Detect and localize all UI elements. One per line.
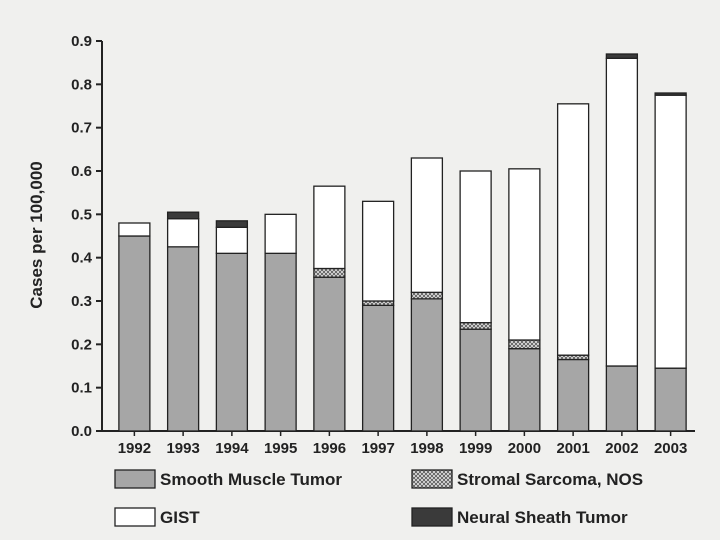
bar-neural-sheath-tumor-2003 [654, 92, 687, 96]
x-tick-label: 1993 [166, 440, 199, 457]
x-tick-label: 1995 [264, 440, 297, 457]
bar-stromal-sarcoma-nos-1996 [313, 267, 346, 278]
bar-neural-sheath-tumor-1994 [215, 220, 249, 228]
bar-smooth-muscle-tumor-1998 [410, 298, 444, 432]
legend-swatch-gist [114, 507, 156, 527]
y-tick-label: 0.4 [71, 250, 93, 267]
legend-label-neural-sheath-tumor: Neural Sheath Tumor [457, 508, 628, 527]
bar-stromal-sarcoma-nos-1999 [459, 322, 492, 330]
y-tick-label: 0.2 [71, 336, 92, 353]
x-tick-label: 2003 [654, 440, 687, 457]
x-tick-label: 1996 [313, 440, 346, 457]
legend-swatch-neural-sheath-tumor [411, 507, 453, 527]
x-tick-label: 1999 [459, 440, 492, 457]
bar-gist-1994 [215, 226, 249, 254]
bar-neural-sheath-tumor-2002 [605, 53, 639, 59]
bar-smooth-muscle-tumor-1996 [313, 276, 346, 432]
bar-gist-1992 [118, 222, 151, 237]
bar-neural-sheath-tumor-1993 [166, 211, 200, 220]
tick-labels: 0.0 0.1 0.2 0.3 0.4 0.5 0.6 0.7 0.8 0.9 1992 1993 19… [71, 33, 687, 457]
y-tick-label: 0.1 [71, 380, 92, 397]
bar-smooth-muscle-tumor-2003 [654, 367, 687, 432]
x-tick-label: 1994 [215, 440, 249, 457]
bar-smooth-muscle-tumor-1997 [361, 304, 395, 432]
bars [118, 53, 687, 432]
x-tick-label: 2002 [605, 440, 638, 457]
legend-label-stromal-sarcoma-nos: Stromal Sarcoma, NOS [457, 470, 643, 489]
y-tick-label: 0.3 [71, 293, 92, 310]
bar-gist-2001 [556, 103, 590, 356]
legend-swatch-smooth-muscle-tumor [114, 469, 156, 489]
bar-gist-1995 [264, 213, 297, 254]
x-tick-label: 1998 [410, 440, 443, 457]
bar-gist-2000 [508, 168, 541, 341]
bar-smooth-muscle-tumor-2001 [556, 358, 590, 432]
bar-gist-1998 [410, 157, 444, 293]
bar-gist-2002 [605, 57, 639, 367]
bar-gist-1999 [459, 170, 492, 324]
legend: Smooth Muscle Tumor Stromal Sarcoma, NOS G… [114, 469, 643, 527]
x-tick-label: 1997 [361, 440, 394, 457]
y-tick-label: 0.8 [71, 76, 92, 93]
bar-smooth-muscle-tumor-2002 [605, 365, 639, 432]
bar-stromal-sarcoma-nos-1998 [410, 291, 444, 300]
legend-label-gist: GIST [160, 508, 200, 527]
y-tick-label: 0.6 [71, 163, 92, 180]
bar-smooth-muscle-tumor-1992 [118, 235, 151, 432]
bar-gist-2003 [654, 94, 687, 369]
bar-smooth-muscle-tumor-1993 [166, 246, 200, 432]
bar-smooth-muscle-tumor-1999 [459, 328, 492, 432]
x-tick-label: 2000 [508, 440, 541, 457]
x-tick-label: 1992 [118, 440, 151, 457]
bar-smooth-muscle-tumor-1995 [264, 252, 297, 432]
bar-stromal-sarcoma-nos-1997 [361, 300, 395, 306]
bar-smooth-muscle-tumor-2000 [508, 348, 541, 432]
bar-stromal-sarcoma-nos-2000 [508, 339, 541, 350]
legend-swatch-stromal-sarcoma-nos [411, 469, 453, 489]
y-tick-label: 0.0 [71, 423, 92, 440]
legend-label-smooth-muscle-tumor: Smooth Muscle Tumor [160, 470, 342, 489]
bar-gist-1993 [166, 218, 200, 248]
y-axis-title: Cases per 100,000 [27, 161, 46, 308]
bar-smooth-muscle-tumor-1994 [215, 252, 249, 432]
bar-gist-1996 [313, 185, 346, 270]
bar-gist-1997 [361, 200, 395, 302]
x-tick-label: 2001 [556, 440, 589, 457]
axes [96, 40, 695, 436]
y-tick-label: 0.9 [71, 33, 92, 50]
y-tick-label: 0.7 [71, 120, 92, 137]
y-tick-label: 0.5 [71, 206, 92, 223]
